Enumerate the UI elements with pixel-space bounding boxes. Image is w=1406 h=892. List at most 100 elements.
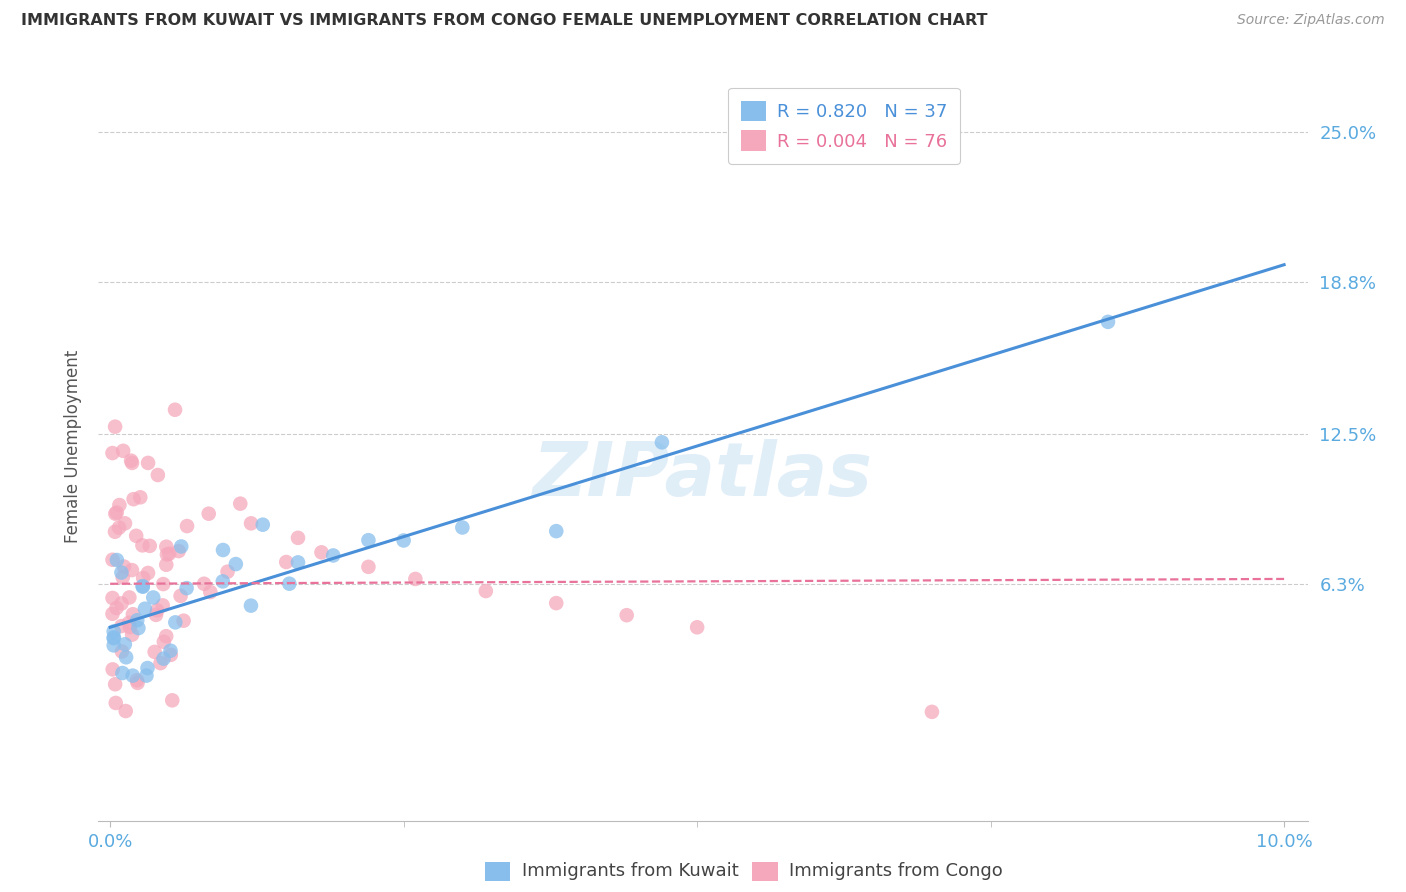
Point xyxy=(121,563,143,577)
Point xyxy=(357,559,380,574)
Point xyxy=(357,533,380,548)
Point xyxy=(105,506,128,520)
Point xyxy=(112,559,135,574)
Point xyxy=(101,446,124,460)
Point xyxy=(121,456,143,470)
Point xyxy=(212,543,235,558)
Point xyxy=(152,651,174,665)
Point xyxy=(127,621,149,635)
Point xyxy=(127,613,149,627)
Point xyxy=(152,577,174,591)
Point xyxy=(211,574,233,589)
Point xyxy=(143,645,166,659)
Point xyxy=(111,666,134,681)
Point xyxy=(136,661,159,675)
Point xyxy=(173,614,195,628)
Point xyxy=(311,545,333,559)
Text: ZIPatlas: ZIPatlas xyxy=(533,440,873,513)
Point xyxy=(134,601,156,615)
Point xyxy=(138,539,160,553)
Point xyxy=(101,662,124,676)
Point xyxy=(156,548,179,562)
Point xyxy=(104,696,127,710)
Point xyxy=(118,615,141,630)
Y-axis label: Female Unemployment: Female Unemployment xyxy=(63,350,82,542)
Point xyxy=(217,565,239,579)
Point xyxy=(157,547,180,561)
Point xyxy=(120,453,142,467)
Point xyxy=(110,597,132,611)
Point xyxy=(176,519,198,533)
Point xyxy=(170,540,193,554)
Point xyxy=(125,673,148,688)
Point xyxy=(105,553,128,567)
Point xyxy=(546,596,568,610)
Point xyxy=(239,599,262,613)
Point xyxy=(105,601,128,615)
Point xyxy=(131,579,153,593)
Point xyxy=(121,668,143,682)
Point xyxy=(118,591,141,605)
Point xyxy=(176,581,198,595)
Point xyxy=(616,608,638,623)
Point xyxy=(104,524,127,539)
Point xyxy=(104,677,127,691)
Point xyxy=(252,517,274,532)
Point xyxy=(159,643,181,657)
Point xyxy=(146,468,169,483)
Point xyxy=(546,524,568,538)
Point xyxy=(149,656,172,670)
Point xyxy=(114,704,136,718)
Point xyxy=(111,644,134,658)
Point xyxy=(103,631,125,645)
Point xyxy=(276,555,298,569)
Point xyxy=(114,637,136,651)
Point xyxy=(103,639,125,653)
Point xyxy=(167,544,190,558)
Point xyxy=(118,620,141,634)
Point xyxy=(108,498,131,512)
Point xyxy=(155,558,177,572)
Point xyxy=(104,507,127,521)
Point xyxy=(103,632,125,646)
Point xyxy=(136,566,159,580)
Point xyxy=(127,676,149,690)
Text: Immigrants from Kuwait: Immigrants from Kuwait xyxy=(522,863,738,880)
Text: Immigrants from Congo: Immigrants from Congo xyxy=(789,863,1002,880)
Point xyxy=(193,576,215,591)
Point xyxy=(121,628,143,642)
Point xyxy=(153,635,176,649)
Point xyxy=(287,531,309,545)
Point xyxy=(122,607,145,622)
Point xyxy=(104,419,127,434)
Point xyxy=(197,507,219,521)
Point xyxy=(392,533,415,548)
Point xyxy=(686,620,709,634)
Point xyxy=(278,576,301,591)
Point xyxy=(110,566,132,580)
Point xyxy=(165,615,187,630)
Point xyxy=(322,549,344,563)
Point xyxy=(129,491,152,505)
Point xyxy=(1097,315,1119,329)
Point xyxy=(101,591,124,605)
Point xyxy=(404,572,426,586)
Point xyxy=(131,538,153,552)
Point xyxy=(240,516,263,531)
Point xyxy=(451,520,474,534)
Point xyxy=(146,603,169,617)
Text: Source: ZipAtlas.com: Source: ZipAtlas.com xyxy=(1237,13,1385,28)
Point xyxy=(101,553,124,567)
Point xyxy=(163,402,186,417)
Point xyxy=(145,607,167,622)
Point xyxy=(108,520,131,534)
Point xyxy=(651,435,673,450)
Point xyxy=(229,497,252,511)
Point xyxy=(142,591,165,605)
Point xyxy=(132,580,155,594)
Point xyxy=(136,456,159,470)
Point xyxy=(200,585,222,599)
Point xyxy=(122,492,145,507)
Point xyxy=(475,584,498,599)
Point xyxy=(159,648,181,662)
